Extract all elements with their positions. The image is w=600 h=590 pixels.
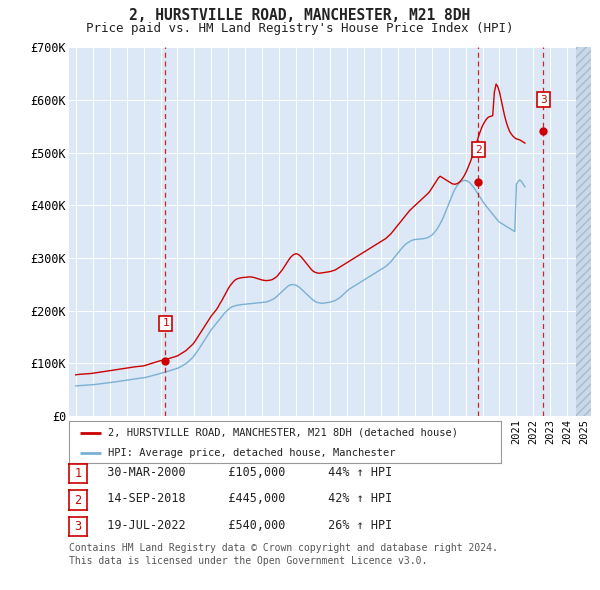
Text: 3: 3 bbox=[74, 520, 82, 533]
Text: 19-JUL-2022      £540,000      26% ↑ HPI: 19-JUL-2022 £540,000 26% ↑ HPI bbox=[93, 519, 392, 532]
Text: 2: 2 bbox=[74, 493, 82, 507]
Text: HPI: Average price, detached house, Manchester: HPI: Average price, detached house, Manc… bbox=[108, 448, 395, 457]
Text: 30-MAR-2000      £105,000      44% ↑ HPI: 30-MAR-2000 £105,000 44% ↑ HPI bbox=[93, 466, 392, 478]
Text: 2, HURSTVILLE ROAD, MANCHESTER, M21 8DH (detached house): 2, HURSTVILLE ROAD, MANCHESTER, M21 8DH … bbox=[108, 428, 458, 438]
Text: 14-SEP-2018      £445,000      42% ↑ HPI: 14-SEP-2018 £445,000 42% ↑ HPI bbox=[93, 492, 392, 505]
Text: Contains HM Land Registry data © Crown copyright and database right 2024.: Contains HM Land Registry data © Crown c… bbox=[69, 543, 498, 553]
Text: 2: 2 bbox=[475, 145, 482, 155]
Text: This data is licensed under the Open Government Licence v3.0.: This data is licensed under the Open Gov… bbox=[69, 556, 427, 566]
Text: Price paid vs. HM Land Registry's House Price Index (HPI): Price paid vs. HM Land Registry's House … bbox=[86, 22, 514, 35]
Text: 3: 3 bbox=[540, 94, 547, 104]
Text: 1: 1 bbox=[74, 467, 82, 480]
Text: 1: 1 bbox=[162, 319, 169, 329]
Text: 2, HURSTVILLE ROAD, MANCHESTER, M21 8DH: 2, HURSTVILLE ROAD, MANCHESTER, M21 8DH bbox=[130, 8, 470, 22]
